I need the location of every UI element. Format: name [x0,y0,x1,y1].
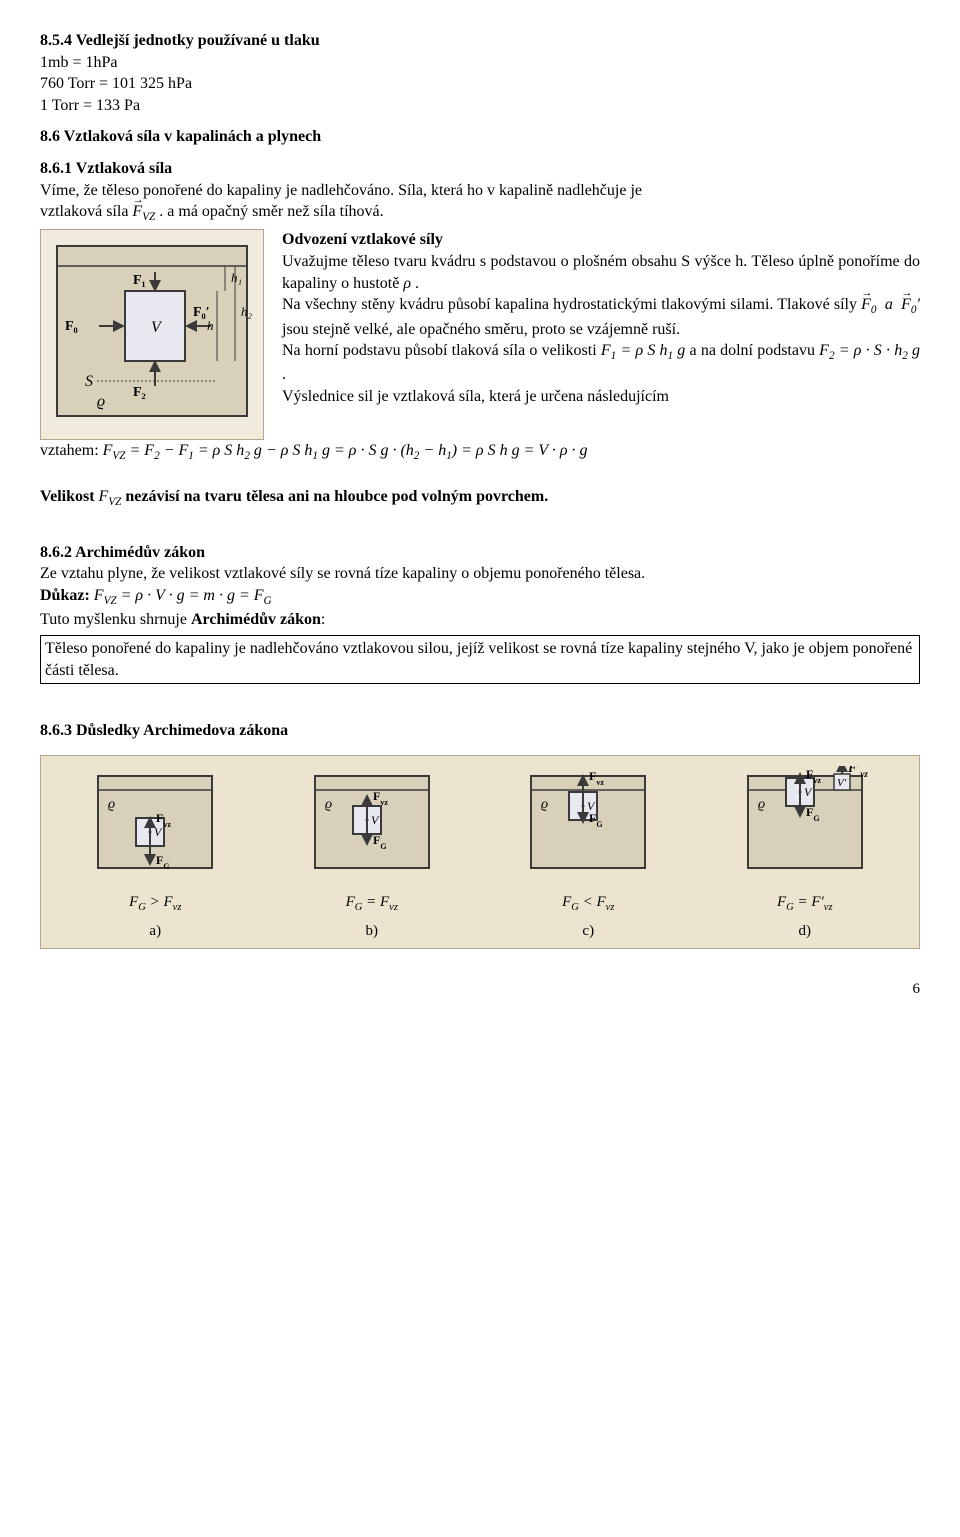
svg-text:ϱ: ϱ [108,797,115,812]
panel-relation: FG = Fvz [297,892,447,915]
svg-text:ϱ: ϱ [758,797,765,812]
panel-relation: FG < Fvz [513,892,663,915]
text: Tuto myšlenku shrnuje [40,611,191,628]
svg-text:ϱ: ϱ [541,797,548,812]
panel-letter: d) [730,921,880,941]
text: Na horní podstavu působí tlaková síla o … [282,342,601,359]
paragraph: vztlaková síla FVZ . a má opačný směr ne… [40,201,920,225]
symbol-rho: ρ [403,275,411,292]
line: 1 Torr = 133 Pa [40,95,920,117]
figure-archimedes-cases: ϱ V Fvz FG FG > Fvz a) ϱ V [40,755,920,948]
label-S: S [85,373,93,390]
label-h: h [207,318,214,333]
svg-text:ϱ: ϱ [325,797,332,812]
derivation-title: Odvození vztlakové síly [282,229,920,251]
label-rho: ϱ [97,393,105,410]
label-F0: F₀ [65,319,78,334]
text: nezávisí na tvaru tělesa ani na hloubce … [125,488,548,505]
panel-letter: a) [80,921,230,941]
label-h1: h₁ [231,270,242,285]
equation-dukaz: FVZ = ρ · V · g = m · g = FG [94,587,272,604]
symbol-fvz: FVZ [99,488,122,505]
text: vztlaková síla [40,203,132,220]
text: . [282,366,286,383]
text: jsou stejně velké, ale opačného směru, p… [282,321,680,338]
panel: ϱ V Fvz FG F′vz V′ FG = F′vz d) [730,766,880,941]
text: Na všechny stěny kvádru působí kapalina … [282,296,861,313]
svg-text:V′: V′ [837,777,847,789]
text: Víme, že těleso ponořené do kapaliny je … [40,182,642,199]
archimedes-law-box: Těleso ponořené do kapaliny je nadlehčov… [40,635,920,684]
text: . a má opačný směr než síla tíhová. [159,203,383,220]
symbol-f0-a-f0p: F0 a F0′ [861,296,920,313]
heading-861: 8.6.1 Vztlaková síla [40,158,920,180]
panel-relation: FG > Fvz [80,892,230,915]
text: a na dolní podstavu [690,342,820,359]
label-F1: F₁ [133,273,146,288]
panel-letter: b) [297,921,447,941]
archimedes-law-name: Archimédův zákon [191,611,321,628]
label-h2: h₂ [241,304,253,319]
line: 1mb = 1hPa [40,52,920,74]
text: . [415,275,419,292]
page-number: 6 [40,979,920,999]
derivation-text: Odvození vztlakové síly Uvažujme těleso … [282,229,920,407]
panel: ϱ V Fvz FG FG = Fvz b) [297,766,447,941]
equation-fvz: FVZ = F2 − F1 = ρ S h2 g − ρ S h1 g = ρ … [103,442,588,459]
text: Uvažujme těleso tvaru kvádru s podstavou… [282,253,920,292]
heading-86: 8.6 Vztlaková síla v kapalinách a plynec… [40,126,920,148]
text: vztahem: [40,442,103,459]
text: Velikost [40,488,99,505]
panel-letter: c) [513,921,663,941]
panel: ϱ V Fvz FG FG < Fvz c) [513,766,663,941]
symbol-fvz: FVZ [132,203,155,220]
heading-862: 8.6.2 Archimédův zákon [40,542,920,564]
label-F2: F₂ [133,385,146,400]
text: Výslednice sil je vztlaková síla, která … [282,386,920,408]
paragraph: Tuto myšlenku shrnuje Archimédův zákon: [40,609,920,631]
proof-line: Důkaz: FVZ = ρ · V · g = m · g = FG [40,585,920,609]
heading-854: 8.5.4 Vedlejší jednotky používané u tlak… [40,30,920,52]
equation-f2: F2 = ρ · S · h2 g [819,342,920,359]
panel-relation: FG = F′vz [730,892,880,915]
dukaz-label: Důkaz: [40,587,90,604]
panel: ϱ V Fvz FG FG > Fvz a) [80,766,230,941]
velikost-line: Velikost FVZ nezávisí na tvaru tělesa an… [40,486,920,510]
paragraph: Víme, že těleso ponořené do kapaliny je … [40,180,920,202]
heading-863: 8.6.3 Důsledky Archimedova zákona [40,720,920,742]
equation-f1: F1 = ρ S h1 g [601,342,685,359]
line: 760 Torr = 101 325 hPa [40,73,920,95]
equation-line: vztahem: FVZ = F2 − F1 = ρ S h2 g − ρ S … [40,440,920,464]
figure-buoyancy-derivation: V S ϱ F₁ F₂ F₀ [40,229,264,440]
paragraph: Ze vztahu plyne, že velikost vztlakové s… [40,563,920,585]
